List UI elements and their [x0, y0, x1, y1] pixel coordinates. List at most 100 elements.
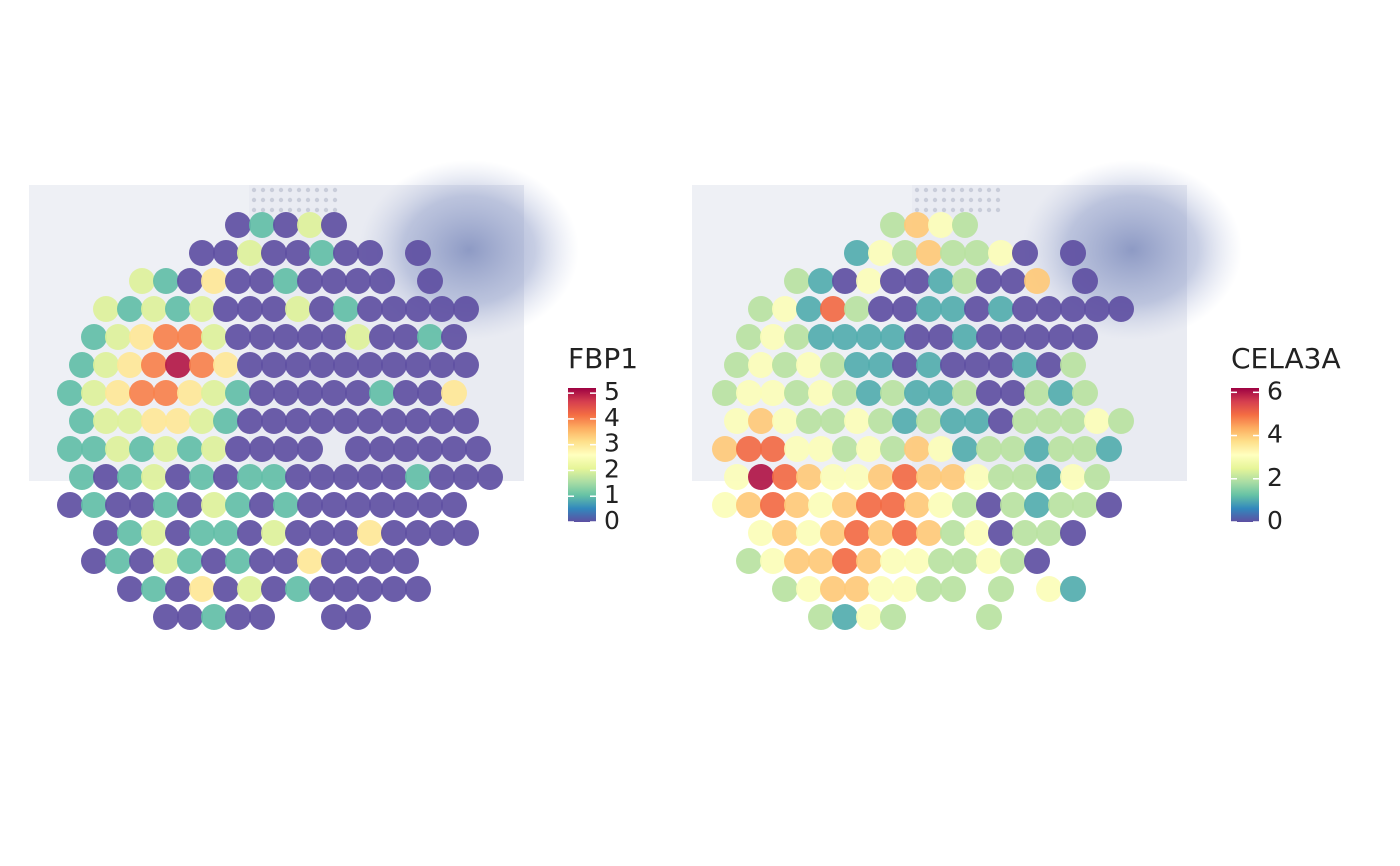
spot: [333, 464, 359, 490]
spot: [880, 436, 906, 462]
spot: [844, 296, 870, 322]
spot: [892, 576, 918, 602]
spot: [225, 436, 251, 462]
spot: [988, 464, 1014, 490]
spot: [105, 380, 131, 406]
legend-title: CELA3A: [1231, 342, 1341, 375]
spot: [93, 464, 119, 490]
spot: [1024, 548, 1050, 574]
fiducial-dot: [287, 197, 293, 203]
spot: [844, 576, 870, 602]
spot: [712, 492, 738, 518]
spot: [345, 268, 371, 294]
spot: [117, 464, 143, 490]
spot: [928, 324, 954, 350]
spot: [1012, 464, 1038, 490]
spot: [916, 464, 942, 490]
spot: [772, 408, 798, 434]
fiducial-dot: [269, 207, 275, 213]
spot: [357, 240, 383, 266]
fiducial-dot: [296, 187, 302, 193]
spot: [345, 324, 371, 350]
fiducial-dot: [287, 187, 293, 193]
spot: [772, 464, 798, 490]
spot: [129, 492, 155, 518]
fiducial-dot: [278, 187, 284, 193]
fiducial-dot: [332, 187, 338, 193]
fiducial-dot: [914, 197, 920, 203]
spot: [820, 464, 846, 490]
spot: [297, 212, 323, 238]
spot: [736, 324, 762, 350]
spot: [357, 464, 383, 490]
spot: [940, 352, 966, 378]
spot: [237, 296, 263, 322]
spot: [1012, 352, 1038, 378]
spot: [393, 324, 419, 350]
spot: [1036, 296, 1062, 322]
spot: [321, 492, 347, 518]
spot: [93, 296, 119, 322]
spot: [117, 352, 143, 378]
fiducial-dot: [314, 197, 320, 203]
spot: [832, 492, 858, 518]
spot: [81, 380, 107, 406]
colorbar-tick-label: 2: [604, 454, 620, 483]
spot: [153, 492, 179, 518]
spot: [928, 268, 954, 294]
spot: [369, 548, 395, 574]
fiducial-dot: [986, 197, 992, 203]
spot: [105, 436, 131, 462]
spot: [249, 436, 275, 462]
spot: [141, 576, 167, 602]
spot: [237, 520, 263, 546]
spot: [129, 324, 155, 350]
spot: [796, 296, 822, 322]
spot: [177, 604, 203, 630]
spot: [285, 520, 311, 546]
spot: [1000, 436, 1026, 462]
spot: [105, 324, 131, 350]
spot: [1084, 464, 1110, 490]
spot: [201, 548, 227, 574]
spot: [261, 352, 287, 378]
spot: [357, 408, 383, 434]
spot: [856, 492, 882, 518]
spot: [285, 240, 311, 266]
spot: [976, 436, 1002, 462]
spot: [880, 604, 906, 630]
fiducial-dot: [278, 197, 284, 203]
spot: [225, 212, 251, 238]
spot: [333, 576, 359, 602]
spot: [844, 408, 870, 434]
spot: [844, 240, 870, 266]
spot: [381, 352, 407, 378]
spot: [345, 380, 371, 406]
spot: [273, 436, 299, 462]
spot: [381, 520, 407, 546]
spot: [285, 464, 311, 490]
legend-title: FBP1: [568, 342, 638, 375]
spot: [429, 464, 455, 490]
fiducial-dot: [278, 207, 284, 213]
spot: [760, 492, 786, 518]
spot: [237, 240, 263, 266]
spot: [952, 492, 978, 518]
spot: [1060, 576, 1086, 602]
spot: [177, 436, 203, 462]
spot: [225, 604, 251, 630]
spot: [201, 604, 227, 630]
spot: [141, 464, 167, 490]
spot: [988, 408, 1014, 434]
spot: [177, 548, 203, 574]
spot: [1048, 380, 1074, 406]
spot: [477, 464, 503, 490]
spot: [165, 408, 191, 434]
colorbar-tick-label: 0: [604, 506, 620, 535]
spot: [249, 268, 275, 294]
spot: [964, 240, 990, 266]
fiducial-dot: [323, 197, 329, 203]
fiducial-dot: [923, 207, 929, 213]
spot: [808, 324, 834, 350]
spot: [1096, 492, 1122, 518]
